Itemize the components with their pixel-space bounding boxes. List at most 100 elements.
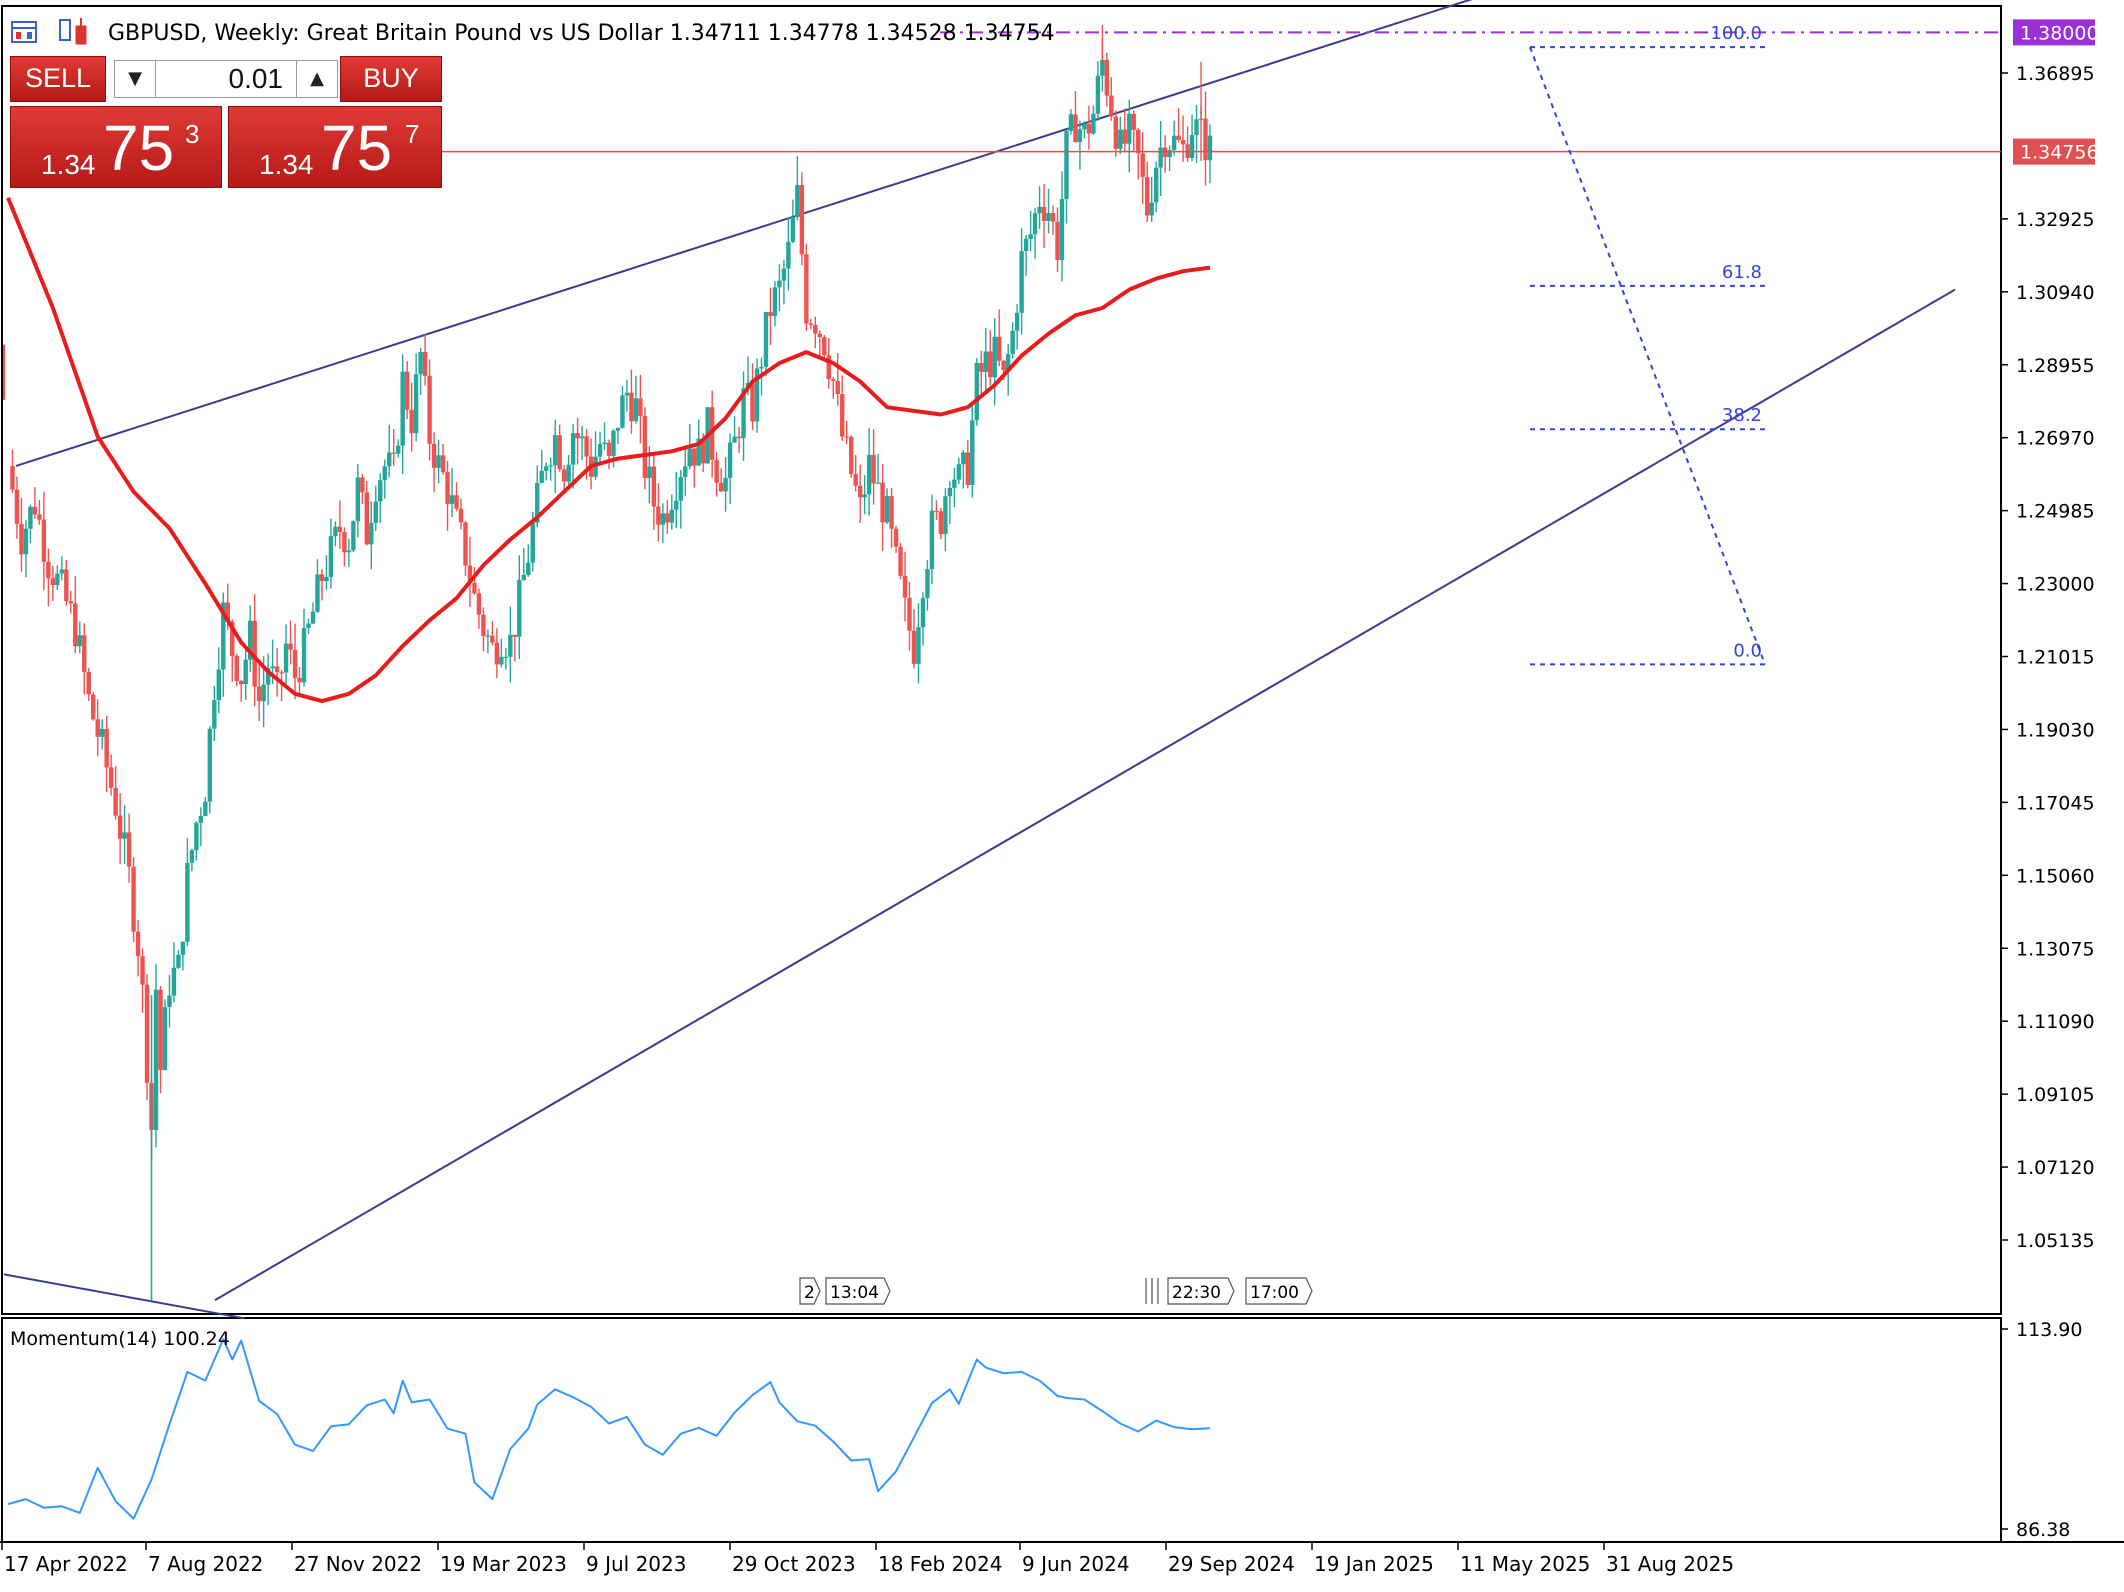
chart-header: GBPUSD, Weekly: Great Britain Pound vs U…	[11, 18, 1055, 46]
candle-body	[68, 601, 73, 604]
candle-body	[221, 602, 226, 670]
candle-body	[167, 995, 172, 1008]
time-tick-label: 19 Jan 2025	[1314, 1552, 1434, 1576]
time-tick-label: 19 Mar 2023	[440, 1552, 567, 1576]
candle-body	[126, 832, 132, 867]
candle-body	[104, 728, 109, 768]
candle-body	[458, 508, 464, 523]
candle-body	[629, 392, 634, 422]
candle-body	[391, 452, 396, 454]
candle-body	[1145, 176, 1150, 216]
time-tick-label: 18 Feb 2024	[878, 1552, 1002, 1576]
candle-body	[790, 217, 796, 242]
fib-trend-line	[1529, 46, 1766, 665]
sell-price-sup: 3	[185, 119, 200, 149]
candle-body	[826, 355, 831, 380]
candle-body	[1086, 123, 1092, 134]
event-marker-label: 22:30	[1172, 1283, 1221, 1303]
candle-body	[575, 433, 580, 439]
momentum-indicator: Momentum(14) 100.24	[7, 1328, 1211, 1520]
candle-body	[521, 574, 526, 581]
candle-body	[718, 482, 724, 492]
candle-body	[490, 635, 495, 643]
candle-body	[1005, 354, 1011, 371]
candle-body	[37, 514, 42, 520]
price-axis: 1.36895 1.32925 1.30940 1.28955 1.26970 1.249…	[2001, 19, 2099, 1541]
candle-body	[1014, 312, 1020, 331]
price-tick-label: 1.21015	[2016, 647, 2095, 669]
candle-body	[732, 436, 737, 443]
candle-body	[449, 495, 455, 504]
candle-body	[624, 392, 630, 396]
fib-level-label: 61.8	[1722, 262, 1762, 283]
candle-body	[1095, 75, 1101, 114]
sell-price-button[interactable]: 1.34 75 3	[10, 106, 222, 188]
candle-body	[813, 324, 818, 334]
price-tick-label: 1.30940	[2016, 282, 2095, 304]
candle-body	[342, 532, 347, 553]
event-marker-tag	[1245, 1277, 1313, 1305]
candle-body	[422, 351, 428, 376]
candle-body	[979, 362, 984, 372]
candle-body	[86, 672, 91, 695]
sell-price-big: 75	[103, 112, 175, 184]
price-tick-label: 1.36895	[2016, 63, 2095, 85]
candle-body	[759, 366, 764, 369]
candle-body	[1010, 330, 1015, 355]
candle-body	[32, 506, 38, 515]
candle-body	[270, 666, 275, 669]
candle-body	[310, 611, 316, 624]
candle-body	[1140, 153, 1145, 177]
candle-body	[413, 374, 419, 434]
candle-body	[378, 480, 383, 502]
candle-body	[328, 536, 334, 577]
buy-button[interactable]: BUY	[340, 56, 442, 102]
candle-body	[1153, 167, 1159, 203]
event-marker-label: 17:00	[1250, 1283, 1299, 1303]
lot-size-value[interactable]: 0.01	[228, 63, 284, 94]
candle-body	[387, 452, 392, 467]
candle-body	[1059, 199, 1065, 260]
candle-body	[99, 728, 105, 737]
candle-body	[768, 312, 773, 317]
candle-body	[781, 268, 787, 281]
candle-body	[283, 643, 289, 673]
candle-body	[73, 603, 78, 647]
candle-body	[485, 635, 491, 637]
candle-body	[925, 569, 930, 599]
candle-body	[46, 561, 51, 579]
lot-size-stepper[interactable]: ▼ 0.01 ▲	[114, 60, 338, 98]
aux-trend-line	[3, 1273, 246, 1320]
time-tick-label: 9 Jun 2024	[1022, 1552, 1130, 1576]
candle-body	[786, 241, 791, 269]
candle-body	[1207, 135, 1213, 161]
candle-body	[875, 482, 881, 484]
candle-body	[445, 472, 450, 504]
candle-body	[1037, 206, 1042, 214]
chevron-down-icon[interactable]: ▼	[115, 61, 156, 97]
candle-body	[360, 477, 365, 493]
candle-body	[230, 621, 235, 656]
buy-price-button[interactable]: 1.34 75 7	[228, 106, 442, 188]
candle-body	[279, 672, 284, 674]
price-tick-label: 1.09105	[2016, 1084, 2095, 1106]
ma-line	[6, 196, 1211, 704]
candle-body	[552, 435, 558, 466]
candle-body	[463, 522, 468, 566]
candle-body	[1032, 213, 1038, 235]
time-tick-label: 31 Aug 2025	[1606, 1552, 1734, 1576]
candle-body	[1203, 118, 1208, 161]
channel-lines	[3, 0, 1956, 1320]
chevron-up-icon[interactable]: ▲	[296, 61, 337, 97]
candle-body	[884, 496, 890, 523]
candle-body	[1189, 134, 1195, 158]
candle-body	[700, 438, 706, 464]
candle-body	[1109, 95, 1114, 117]
candle-body	[1064, 130, 1069, 200]
event-marker-stack	[1145, 1278, 1159, 1304]
candle-body	[1167, 149, 1172, 157]
candle-body	[736, 436, 742, 439]
candle-body	[1104, 59, 1110, 96]
sell-button[interactable]: SELL	[10, 56, 106, 102]
